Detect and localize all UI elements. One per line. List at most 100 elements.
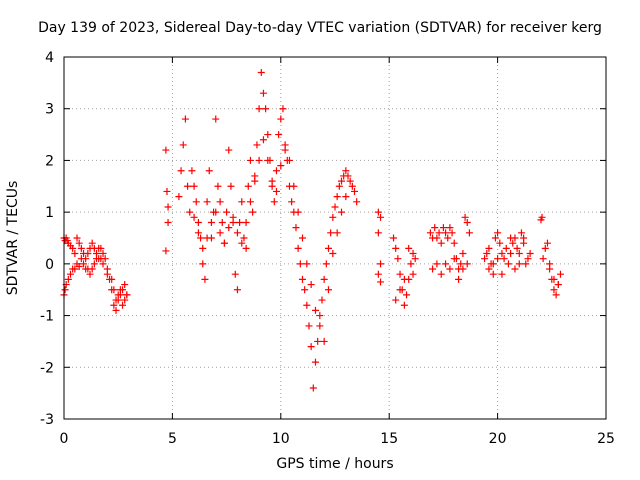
- x-tick-label: 15: [380, 431, 398, 447]
- data-point: [236, 218, 244, 226]
- data-point: [75, 239, 83, 247]
- data-point: [556, 270, 564, 278]
- data-point: [255, 105, 263, 113]
- data-point: [216, 198, 224, 206]
- data-point: [409, 250, 417, 258]
- data-point: [400, 275, 408, 283]
- data-point: [498, 270, 506, 278]
- data-point: [450, 239, 458, 247]
- data-point: [110, 286, 118, 294]
- data-point: [246, 198, 254, 206]
- data-point: [179, 141, 187, 149]
- y-tick-label: 3: [45, 102, 54, 118]
- data-point: [112, 306, 120, 314]
- data-point: [296, 260, 304, 268]
- data-point: [316, 322, 324, 330]
- data-point: [301, 286, 309, 294]
- data-point: [411, 255, 419, 263]
- data-point: [162, 247, 170, 255]
- data-point: [437, 270, 445, 278]
- data-point: [268, 177, 276, 185]
- data-point: [114, 291, 122, 299]
- data-point: [311, 358, 319, 366]
- data-point: [346, 177, 354, 185]
- data-point: [214, 182, 222, 190]
- data-point: [463, 218, 471, 226]
- data-point: [197, 234, 205, 242]
- data-point: [279, 105, 287, 113]
- data-point: [194, 229, 202, 237]
- data-point: [188, 167, 196, 175]
- data-point: [374, 208, 382, 216]
- data-point: [223, 208, 231, 216]
- data-point: [461, 213, 469, 221]
- data-point: [194, 218, 202, 226]
- data-point: [494, 229, 502, 237]
- data-point: [377, 278, 385, 286]
- data-point: [348, 182, 356, 190]
- data-point: [333, 229, 341, 237]
- data-point: [233, 286, 241, 294]
- data-point: [103, 270, 111, 278]
- data-point: [90, 260, 98, 268]
- data-point: [99, 260, 107, 268]
- data-point: [285, 156, 293, 164]
- data-point: [485, 244, 493, 252]
- data-point: [335, 182, 343, 190]
- y-tick-label: 0: [45, 257, 54, 273]
- data-point: [240, 234, 248, 242]
- data-point: [444, 234, 452, 242]
- data-point: [298, 234, 306, 242]
- data-point: [259, 89, 267, 97]
- data-point: [73, 234, 81, 242]
- data-point: [199, 244, 207, 252]
- data-point: [164, 218, 172, 226]
- data-point: [433, 234, 441, 242]
- data-point: [97, 255, 105, 263]
- data-point: [403, 291, 411, 299]
- data-point: [538, 213, 546, 221]
- data-point: [123, 291, 131, 299]
- data-point: [69, 244, 77, 252]
- y-tick-label: 1: [45, 205, 54, 221]
- data-point: [374, 270, 382, 278]
- data-point: [552, 291, 560, 299]
- data-point: [190, 182, 198, 190]
- data-point: [272, 167, 280, 175]
- data-point: [507, 250, 515, 258]
- data-point: [225, 146, 233, 154]
- data-point: [377, 260, 385, 268]
- data-point: [164, 203, 172, 211]
- data-point: [75, 262, 83, 270]
- data-point: [442, 229, 450, 237]
- data-point: [502, 244, 510, 252]
- data-point: [405, 244, 413, 252]
- x-tick-label: 10: [272, 431, 290, 447]
- data-point: [203, 234, 211, 242]
- data-point: [288, 198, 296, 206]
- data-point: [463, 260, 471, 268]
- data-point: [238, 198, 246, 206]
- data-point: [550, 275, 558, 283]
- data-point: [329, 250, 337, 258]
- data-point: [429, 265, 437, 273]
- data-point: [186, 208, 194, 216]
- data-point: [520, 239, 528, 247]
- data-point: [242, 218, 250, 226]
- data-point: [390, 234, 398, 242]
- data-point: [251, 177, 259, 185]
- axis-ticks: 0 5 10 15 20 25 -3 -2 -1 0 1 2 3 4: [40, 50, 615, 447]
- data-point: [119, 301, 127, 309]
- data-point: [203, 198, 211, 206]
- data-point: [374, 229, 382, 237]
- data-point: [450, 255, 458, 263]
- data-point: [212, 115, 220, 123]
- data-point: [481, 255, 489, 263]
- data-point: [500, 255, 508, 263]
- data-point: [515, 250, 523, 258]
- data-point: [324, 286, 332, 294]
- data-point: [539, 255, 547, 263]
- data-point: [88, 239, 96, 247]
- data-point: [396, 286, 404, 294]
- x-tick-label: 0: [60, 431, 69, 447]
